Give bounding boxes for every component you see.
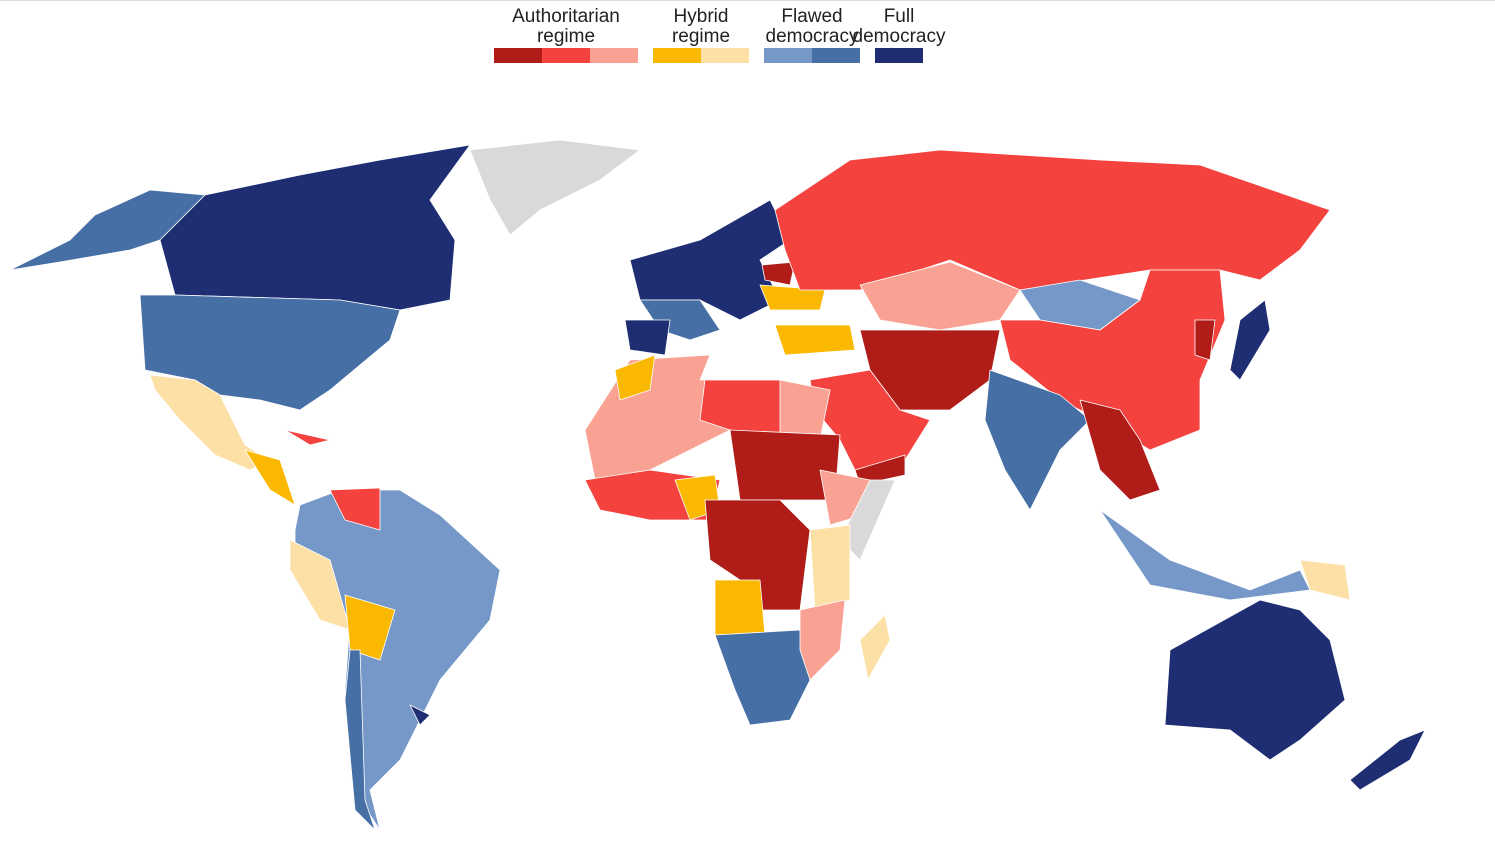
legend-item: Authoritarian regime (494, 6, 638, 63)
country (244, 449, 296, 506)
legend-label: Hybrid regime (671, 6, 731, 47)
country (289, 539, 351, 631)
legend-swatches (875, 48, 923, 63)
country (329, 487, 381, 531)
country (1194, 319, 1216, 361)
country (799, 599, 846, 681)
legend-item: Flawed democracy (764, 6, 860, 63)
legend-label: Authoritarian regime (512, 6, 620, 47)
legend-swatch (764, 48, 812, 63)
country (1229, 299, 1271, 381)
legend-swatch (875, 48, 923, 63)
country (859, 614, 891, 681)
legend-swatch (653, 48, 701, 63)
country (139, 294, 401, 411)
country (614, 354, 656, 401)
legend-swatch (542, 48, 590, 63)
country (714, 629, 811, 726)
legend-swatch (494, 48, 542, 63)
country (809, 524, 851, 611)
legend: Authoritarian regime Hybrid regime Flawed … (494, 6, 946, 63)
legend-label: Full democracy (852, 6, 946, 47)
country (774, 149, 1331, 291)
country (344, 649, 376, 831)
country (409, 704, 431, 726)
country (1079, 399, 1161, 501)
legend-item: Hybrid regime (653, 6, 749, 63)
country (714, 579, 766, 636)
country (159, 144, 471, 311)
country (624, 319, 671, 356)
country (1164, 599, 1346, 761)
country (984, 369, 1091, 511)
legend-swatch (812, 48, 860, 63)
country (839, 479, 896, 561)
legend-label: Flawed democracy (765, 6, 859, 47)
legend-swatches (494, 48, 638, 63)
country (1349, 729, 1426, 791)
country (284, 429, 331, 446)
legend-swatches (653, 48, 749, 63)
country (469, 139, 641, 236)
country (761, 261, 796, 286)
legend-swatch (590, 48, 638, 63)
legend-swatch (701, 48, 749, 63)
top-border (0, 0, 1495, 1)
country (774, 324, 856, 356)
country (344, 594, 396, 661)
country (729, 429, 841, 501)
legend-item: Full democracy (852, 6, 946, 63)
country (294, 489, 501, 831)
country (1299, 559, 1351, 601)
country (704, 499, 811, 611)
country (1099, 509, 1311, 601)
legend-swatches (764, 48, 860, 63)
